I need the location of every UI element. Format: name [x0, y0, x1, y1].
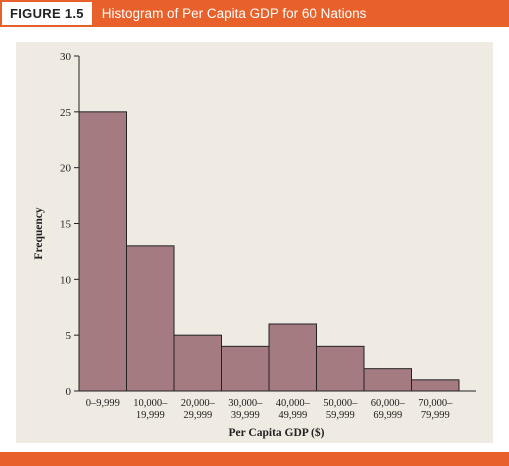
histogram-chart: 0 5 10 15 20 25 30 0–9,999 10,000–19,999 20,000–2…	[33, 51, 476, 439]
y-tick-label: 15	[60, 219, 72, 231]
histogram-bar	[268, 323, 317, 392]
x-tick-label: 30,000–	[228, 398, 263, 409]
figure-title: Histogram of Per Capita GDP for 60 Natio…	[101, 6, 367, 21]
y-tick-label: 30	[60, 51, 72, 63]
chart-panel: 0 5 10 15 20 25 30 0–9,999 10,000– 19,999 20,000– 2…	[16, 42, 493, 443]
x-tick-label: 10,000–	[133, 398, 168, 409]
x-axis-title: Per Capita GDP ($)	[229, 426, 325, 439]
histogram-bar	[363, 368, 412, 392]
x-tick-label: 79,999	[421, 410, 450, 421]
x-tick-label: 0–9,999	[86, 398, 120, 409]
y-tick-label: 0	[66, 386, 72, 398]
x-tick-label: 50,000–	[323, 398, 358, 409]
x-tick-label: 29,999	[183, 410, 212, 421]
x-tick-label: 20,000–	[181, 398, 216, 409]
histogram-bar	[126, 245, 175, 392]
x-tick-label: 49,999	[278, 410, 307, 421]
x-tick-label: 19,999	[136, 410, 165, 421]
x-tick-label: 40,000–	[276, 398, 311, 409]
y-tick-label: 5	[66, 330, 72, 342]
histogram-bar	[78, 111, 127, 392]
figure-footer-bar	[0, 452, 509, 466]
y-axis-title: Frequency	[33, 207, 45, 259]
x-tick-label: 39,999	[231, 410, 260, 421]
figure-header: FIGURE 1.5 Histogram of Per Capita GDP f…	[0, 0, 509, 27]
histogram-bar	[316, 345, 365, 392]
y-tick-label: 25	[60, 107, 72, 119]
y-tick-label: 20	[60, 163, 72, 175]
x-tick-label: 70,000–	[418, 398, 453, 409]
histogram-bar	[221, 345, 270, 392]
x-tick-label: 69,999	[373, 410, 402, 421]
histogram-bar	[411, 379, 460, 392]
figure-label: FIGURE 1.5	[2, 2, 92, 25]
histogram-bar	[173, 334, 222, 392]
x-tick-label: 59,999	[326, 410, 355, 421]
x-tick-label: 60,000–	[371, 398, 406, 409]
y-tick-label: 10	[60, 274, 72, 286]
